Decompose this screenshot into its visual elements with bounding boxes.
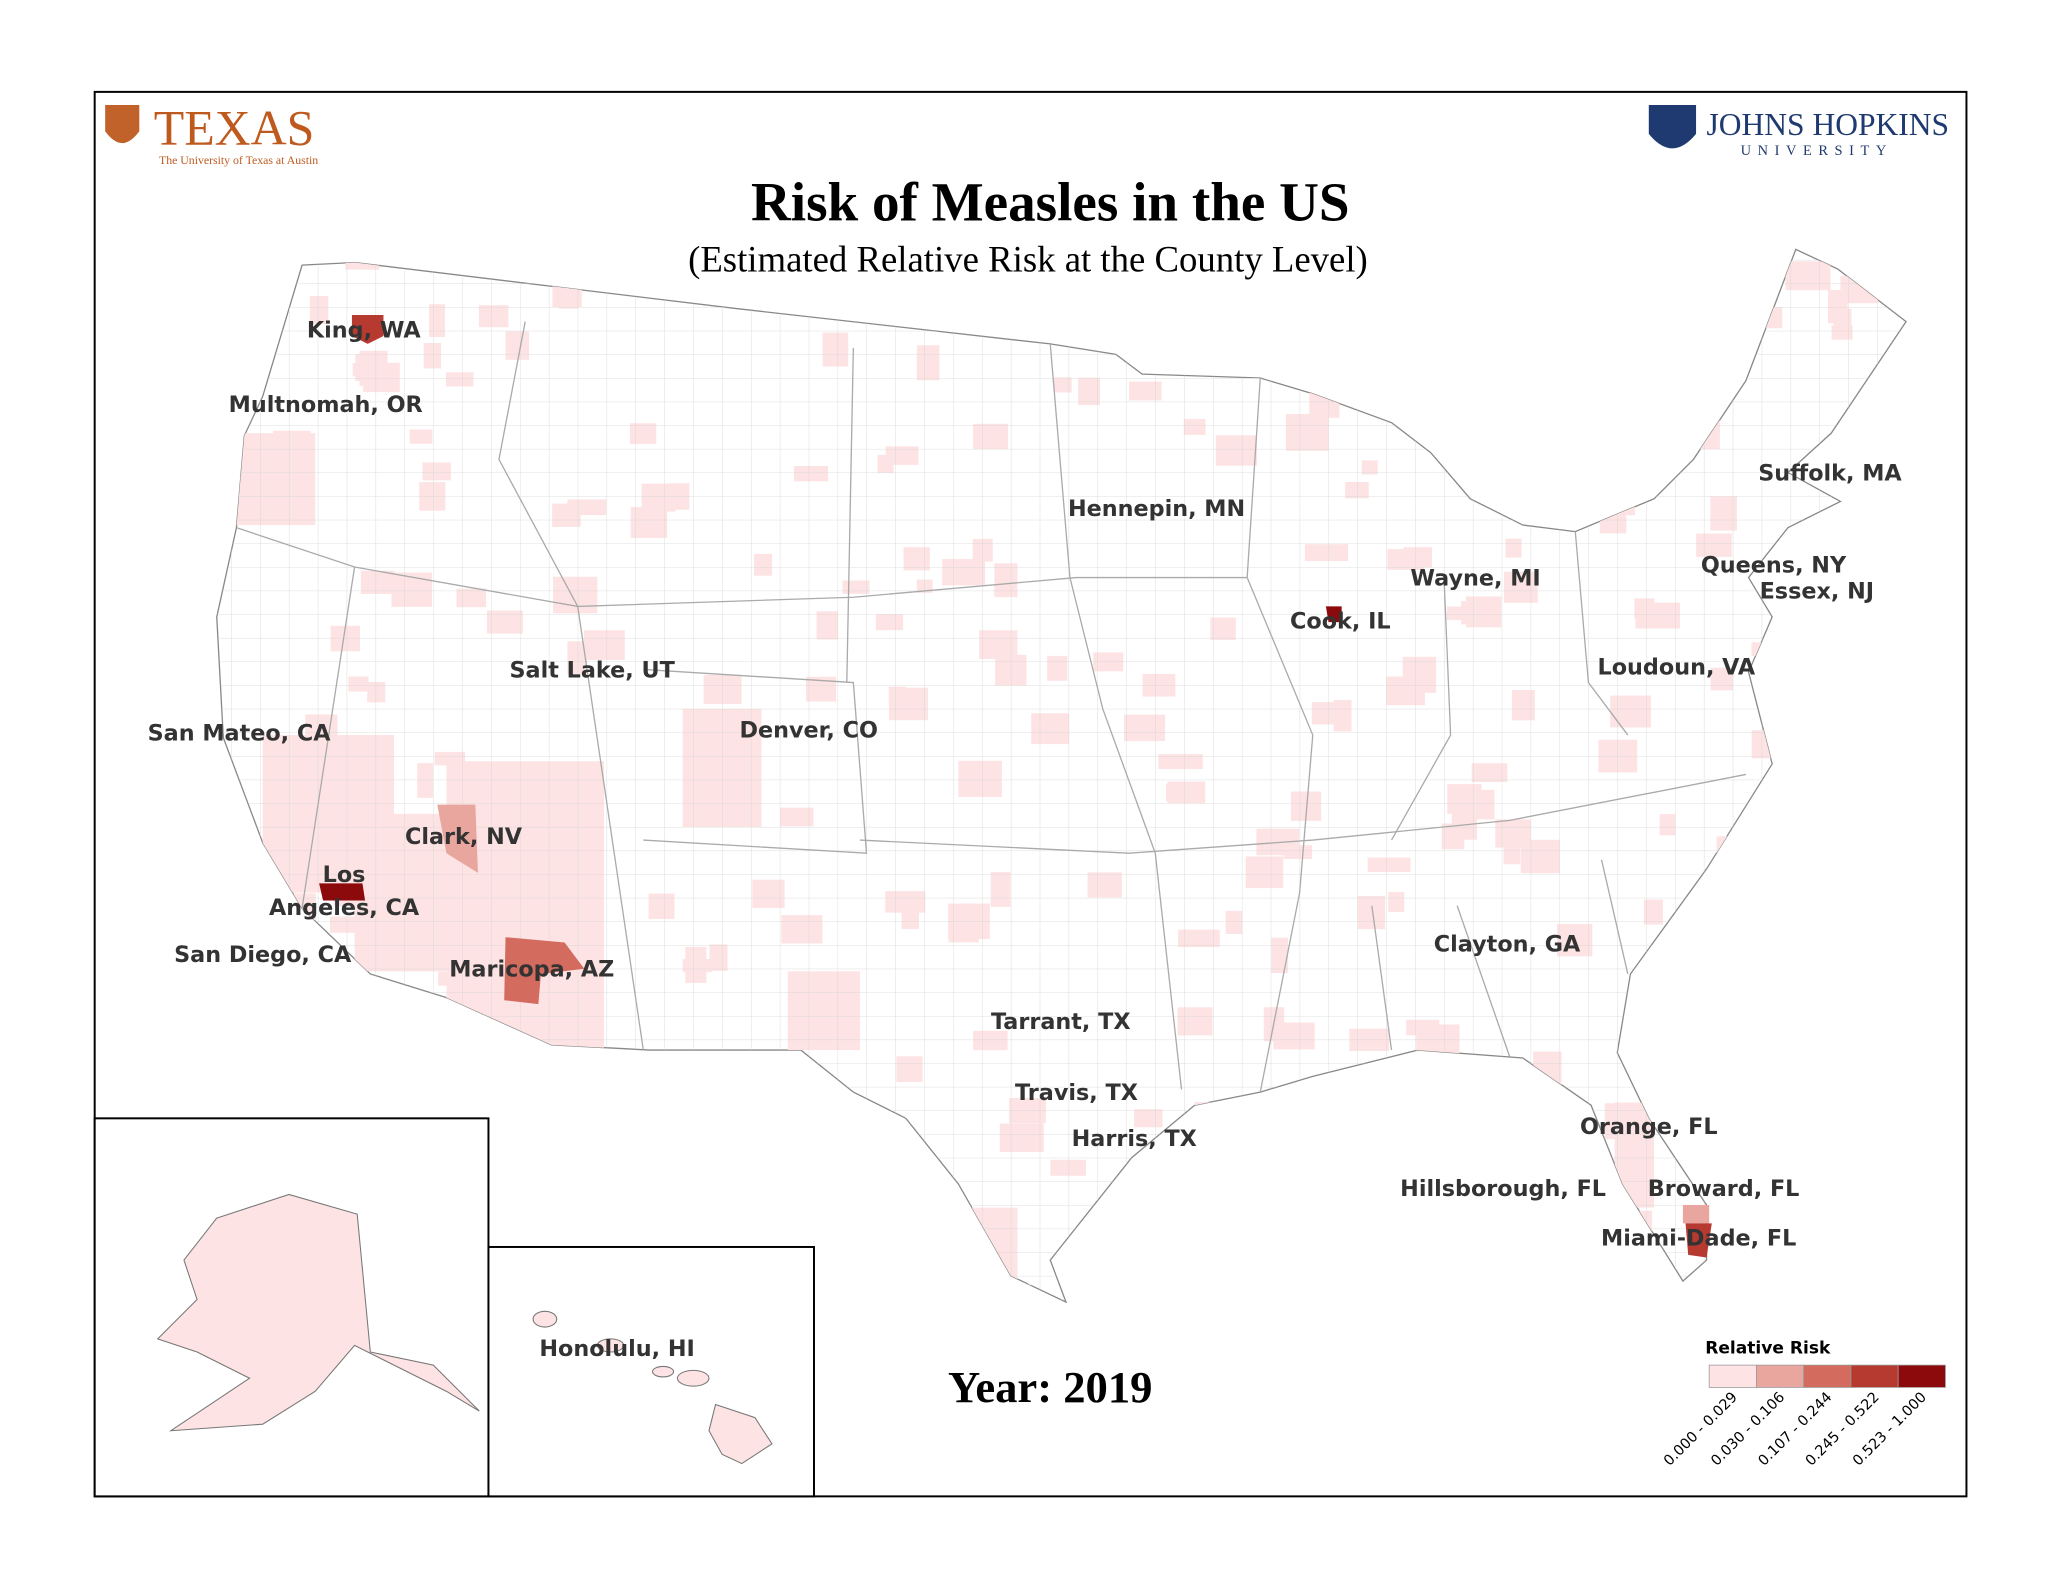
county-label: Queens, NY (1701, 552, 1847, 578)
county-labels: King, WA Multnomah, OR Hennepin, MN Suffolk… (148, 317, 1903, 1362)
county-label: Suffolk, MA (1758, 460, 1902, 486)
county-label: Loudoun, VA (1598, 655, 1756, 681)
map-title: Risk of Measles in the US (751, 172, 1350, 233)
county-maricopa (504, 937, 585, 1005)
county-label: Maricopa, AZ (449, 957, 614, 983)
county-label: Multnomah, OR (229, 392, 423, 418)
legend-swatch (1708, 1364, 1757, 1388)
county-miami-dade (1685, 1223, 1712, 1258)
state-line (643, 668, 1747, 854)
legend-title: Relative Risk (1705, 1338, 1831, 1358)
county-label: Harris, TX (1072, 1126, 1197, 1152)
island (596, 1338, 625, 1353)
county-label: Salt Lake, UT (509, 657, 675, 683)
map-subtitle: (Estimated Relative Risk at the County L… (688, 239, 1368, 280)
county-label: Los (323, 862, 366, 888)
hawaii-inset (487, 1245, 815, 1498)
county-los-angeles (319, 883, 366, 901)
island (708, 1403, 773, 1465)
jhu-shield (1648, 105, 1697, 149)
county-cook (1325, 606, 1342, 623)
alaska (156, 1193, 480, 1432)
county-label: Honolulu, HI (539, 1336, 694, 1362)
frame (93, 90, 1968, 1498)
year-label: Year: 2019 (948, 1362, 1152, 1412)
county-label: Clayton, GA (1434, 932, 1581, 958)
hawaii (532, 1310, 773, 1465)
county-label: Broward, FL (1648, 1176, 1800, 1202)
county-label: Cook, IL (1290, 609, 1391, 635)
highlighted-counties (319, 315, 1712, 1258)
county-label: Clark, NV (405, 824, 523, 850)
state-line (236, 527, 1248, 608)
county-label: Wayne, MI (1410, 565, 1540, 591)
county-clark (437, 804, 478, 873)
legend-swatch (1897, 1364, 1946, 1388)
island (676, 1369, 710, 1387)
county-label: Orange, FL (1580, 1114, 1718, 1140)
state-line (1371, 531, 1629, 1057)
texas-logo-title: TEXAS (154, 100, 315, 155)
county-label: Miami-Dade, FL (1601, 1226, 1796, 1252)
texas-logo-subtitle: The University of Texas at Austin (159, 153, 318, 167)
county-broward (1682, 1204, 1710, 1224)
county-label: San Diego, CA (174, 942, 352, 968)
legend-swatch (1850, 1364, 1899, 1388)
county-label: Travis, TX (1015, 1080, 1138, 1106)
county-label: Denver, CO (740, 718, 878, 744)
jhu-logo-subtitle: UNIVERSITY (1741, 143, 1893, 159)
county-label: Tarrant, TX (991, 1009, 1131, 1035)
county-label: Angeles, CA (269, 895, 420, 921)
state-line (301, 321, 644, 1051)
texas-logo: TEXAS The University of Texas at Austin (105, 100, 318, 167)
legend-swatch (1803, 1364, 1852, 1388)
county-label: San Mateo, CA (148, 720, 332, 746)
texas-shield (105, 105, 140, 144)
island (652, 1365, 675, 1378)
state-borders (236, 321, 1747, 1093)
jhu-logo: JOHNS HOPKINS UNIVERSITY (1648, 105, 1949, 159)
island (532, 1310, 558, 1328)
jhu-logo-title: JOHNS HOPKINS (1707, 107, 1949, 142)
state-line (846, 343, 1314, 1093)
county-label: Essex, NJ (1760, 579, 1874, 605)
county-label: King, WA (307, 317, 422, 343)
county-king (351, 315, 384, 344)
county-label: Hillsborough, FL (1400, 1176, 1606, 1202)
legend-swatch (1756, 1364, 1805, 1388)
county-label: Hennepin, MN (1068, 496, 1245, 522)
